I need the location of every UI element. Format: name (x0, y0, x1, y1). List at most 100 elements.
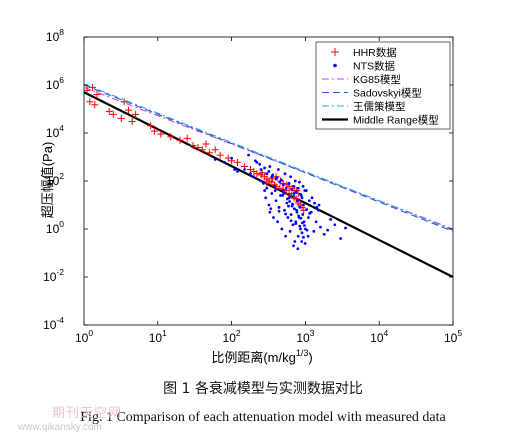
hhr-point (253, 170, 261, 178)
nts-point (267, 170, 271, 173)
nts-point (294, 222, 298, 225)
nts-point (329, 218, 333, 221)
nts-point (303, 224, 306, 227)
nts-point (259, 179, 263, 183)
x-tick-label: 103 (296, 328, 314, 345)
hhr-point (205, 149, 213, 157)
nts-point (300, 196, 304, 200)
legend-label: KG85模型 (353, 73, 401, 86)
hhr-point (167, 133, 175, 141)
nts-point (293, 207, 296, 211)
y-tick-label: 10-4 (43, 315, 64, 332)
nts-point (273, 189, 277, 192)
nts-point (272, 216, 275, 219)
nts-point (274, 199, 278, 203)
nts-point (270, 192, 274, 195)
nts-point (277, 205, 281, 209)
nts-point (291, 202, 294, 206)
nts-point (292, 244, 295, 248)
nts-point (262, 181, 265, 185)
nts-point (243, 168, 246, 171)
legend-swatch (331, 48, 339, 56)
x-tick-label: 105 (444, 328, 462, 345)
nts-point (310, 196, 314, 200)
hhr-point (120, 98, 128, 106)
nts-point (279, 178, 283, 182)
nts-point (284, 234, 288, 238)
nts-point (302, 203, 305, 207)
nts-point (296, 186, 300, 190)
nts-point (298, 205, 302, 209)
nts-point (268, 165, 272, 168)
figure-caption-english: Fig. 1 Comparison of each attenuation mo… (80, 410, 446, 425)
nts-point (278, 180, 282, 184)
data-points (83, 83, 347, 251)
figure-caption-chinese: 图 1 各衰减模型与实测数据对比 (163, 381, 363, 397)
nts-point (300, 240, 304, 243)
nts-point (299, 227, 302, 231)
y-tick-label: 108 (46, 27, 64, 44)
nts-point (264, 196, 268, 200)
x-axis-label: 比例距离(m/kg1/3) (211, 348, 312, 365)
nts-point (339, 237, 343, 240)
legend-label: NTS数据 (353, 60, 395, 73)
nts-point (271, 173, 275, 177)
hhr-point (157, 130, 165, 138)
hhr-point (124, 106, 132, 114)
nts-point (267, 203, 271, 207)
hhr-point (216, 151, 224, 159)
nts-point (277, 209, 281, 213)
hhr-point (183, 134, 191, 142)
hhr-point (147, 122, 155, 130)
y-axis-label: 超压幅值(Pa) (40, 142, 55, 219)
y-tick-label: 100 (46, 219, 64, 236)
nts-point (284, 212, 288, 216)
nts-point (286, 216, 290, 219)
nts-point (314, 220, 318, 224)
legend-label: Middle Range模型 (353, 114, 439, 127)
nts-point (344, 226, 347, 230)
nts-point (296, 199, 299, 203)
hhr-point (176, 136, 184, 144)
nts-point (287, 204, 290, 208)
nts-point (298, 180, 301, 184)
y-tick-label: 10-2 (43, 267, 64, 284)
nts-point (297, 214, 301, 218)
nts-point (302, 235, 305, 239)
legend-label: 王儒策模型 (353, 100, 406, 113)
nts-point (290, 204, 294, 208)
nts-point (276, 168, 280, 171)
nts-point (289, 213, 293, 216)
nts-point (306, 234, 310, 238)
nts-point (317, 203, 321, 207)
nts-point (272, 184, 276, 188)
hhr-point (189, 142, 197, 150)
nts-point (290, 187, 293, 191)
hhr-point (276, 184, 284, 192)
nts-point (223, 160, 226, 164)
hhr-point (198, 146, 206, 154)
nts-point (287, 181, 291, 185)
nts-point (252, 175, 256, 179)
nts-point (291, 223, 295, 227)
nts-point (333, 223, 337, 227)
nts-point (288, 229, 292, 233)
nts-point (253, 159, 257, 163)
nts-point (281, 194, 284, 197)
hhr-point (93, 91, 101, 99)
x-tick-label: 101 (149, 328, 167, 345)
hhr-point (246, 166, 254, 174)
nts-point (263, 166, 267, 170)
nts-point (293, 179, 297, 183)
nts-point (316, 208, 320, 212)
y-tick-label: 102 (46, 171, 64, 188)
nts-point (281, 183, 285, 187)
nts-point (312, 229, 316, 233)
nts-point (296, 247, 300, 251)
hhr-point (202, 140, 210, 148)
nts-point (292, 184, 296, 188)
nts-point (296, 234, 300, 238)
nts-point (313, 201, 316, 205)
nts-point (247, 153, 251, 157)
nts-point (305, 208, 309, 211)
